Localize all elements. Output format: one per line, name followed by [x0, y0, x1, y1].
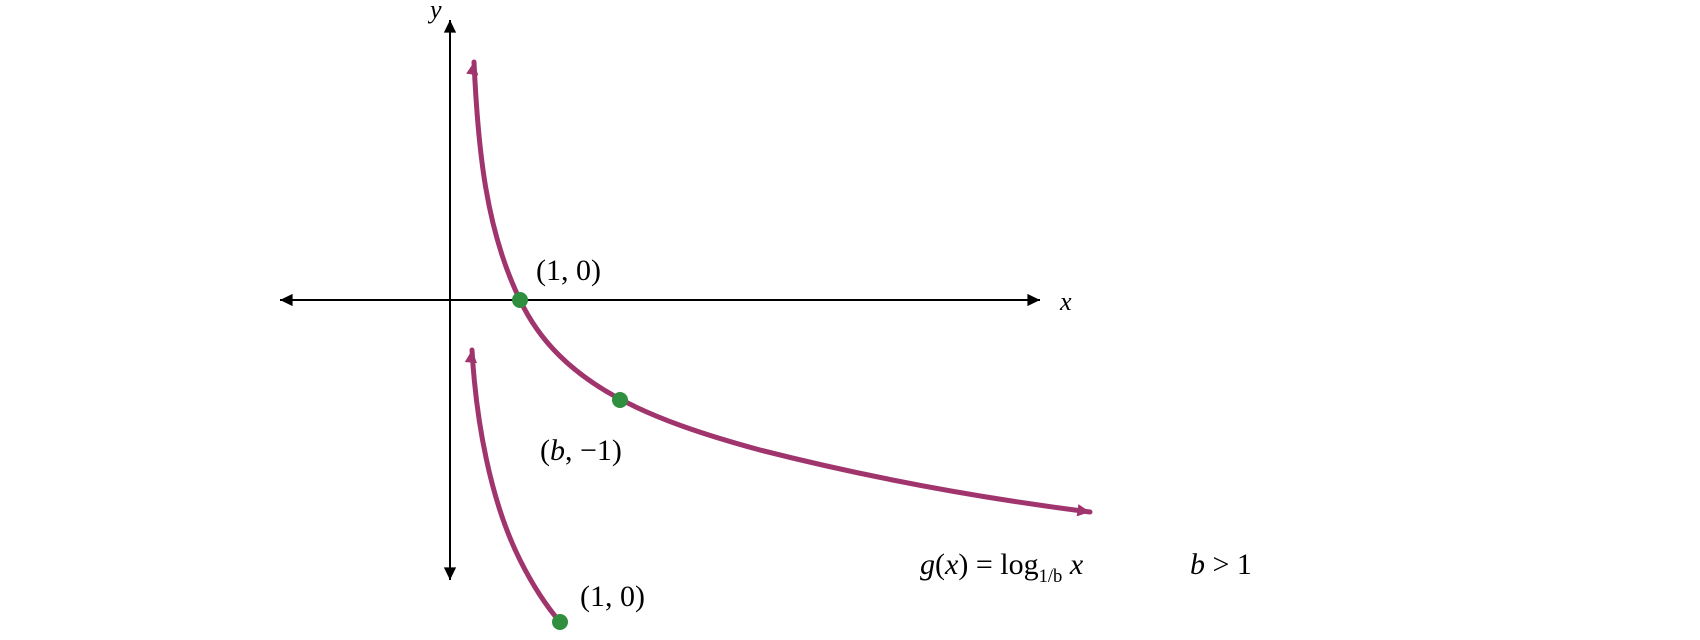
equation-label: g(x) = log1/b x — [920, 548, 1084, 587]
arrow-head-icon — [1027, 294, 1040, 306]
marker-point — [512, 292, 528, 308]
arrow-head-icon — [280, 294, 293, 306]
label-1-0-lower: (1, 0) — [580, 580, 645, 613]
arrow-head-icon — [444, 567, 456, 580]
marker-point — [612, 392, 628, 408]
log-plot: x y (1, 0) (b, −1) (1, 0) g(x) = log1/b x b > … — [0, 0, 1700, 640]
log-curve-lower — [472, 350, 560, 622]
x-axis-label: x — [1059, 287, 1072, 316]
arrow-head-icon — [444, 20, 456, 33]
arrow-head-icon — [465, 350, 477, 363]
label-b-minus1: (b, −1) — [540, 434, 622, 467]
label-1-0-upper: (1, 0) — [536, 254, 601, 287]
marker-point — [552, 614, 568, 630]
y-axis-label: y — [427, 0, 442, 24]
condition-label: b > 1 — [1190, 548, 1252, 581]
